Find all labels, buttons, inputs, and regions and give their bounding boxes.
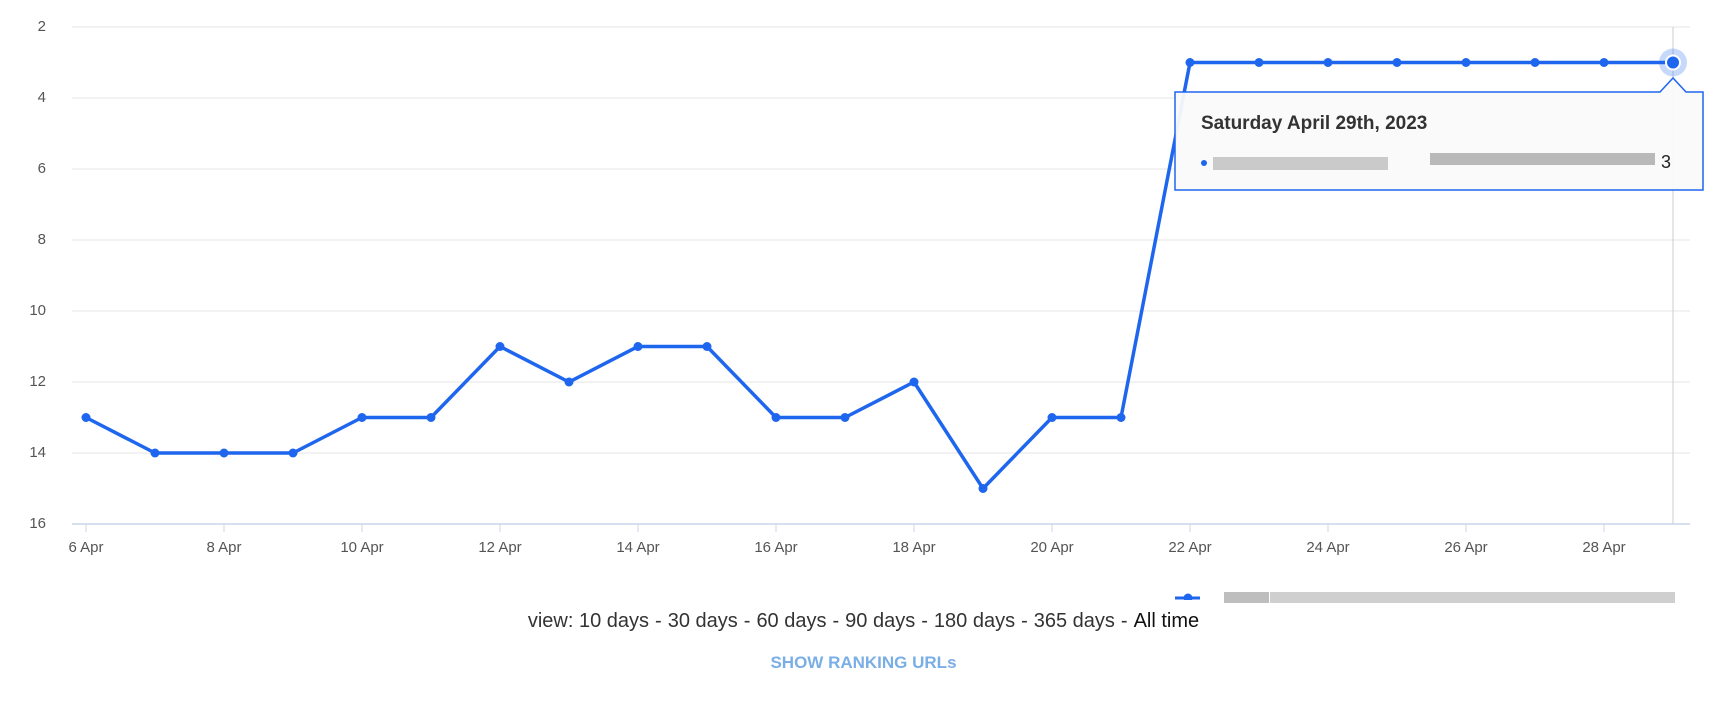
x-tick-label: 14 Apr [616, 539, 659, 556]
data-point [150, 448, 160, 458]
view-option[interactable]: 30 days [667, 610, 738, 632]
y-tick-label: 14 [29, 444, 46, 461]
data-point [633, 342, 643, 351]
data-point [1047, 413, 1057, 422]
view-option[interactable]: 60 days [756, 610, 827, 632]
tooltip: Saturday April 29th, 2023 3 [1174, 76, 1704, 191]
x-tick-label: 26 Apr [1444, 539, 1487, 556]
data-point [840, 413, 850, 422]
data-point [219, 448, 229, 458]
tooltip-title: Saturday April 29th, 2023 [1201, 113, 1427, 134]
data-point [288, 448, 298, 458]
tooltip-marker [1201, 160, 1207, 166]
data-point [564, 377, 574, 387]
separator: - [743, 610, 751, 632]
view-option[interactable]: 180 days [933, 610, 1016, 632]
data-point [1185, 58, 1195, 67]
x-tick-label: 16 Apr [754, 539, 797, 556]
data-point [357, 413, 367, 422]
x-tick-label: 24 Apr [1306, 539, 1349, 556]
tooltip-value: 3 [1661, 152, 1671, 172]
x-tick-label: 20 Apr [1030, 539, 1073, 556]
x-tick-label: 10 Apr [340, 539, 383, 556]
separator: - [832, 610, 840, 632]
separator: - [1120, 610, 1128, 632]
y-tick-label: 8 [38, 231, 46, 248]
data-point [1599, 58, 1609, 67]
data-point [702, 342, 712, 351]
data-point [495, 342, 505, 351]
blurred-text [1224, 592, 1269, 603]
data-point [909, 377, 919, 387]
separator: - [1021, 610, 1028, 632]
data-point [771, 413, 781, 422]
blurred-text [1213, 157, 1388, 170]
blurred-text [1270, 592, 1675, 603]
y-tick-label: 12 [29, 373, 46, 390]
x-tick-label: 22 Apr [1168, 539, 1211, 556]
x-tick-label: 6 Apr [68, 539, 103, 556]
button-row: SHOW RANKING URLs [0, 653, 1727, 673]
data-point [1530, 58, 1540, 67]
y-tick-label: 6 [38, 160, 46, 177]
show-ranking-button[interactable]: SHOW RANKING URLs [770, 653, 957, 672]
data-point [1323, 58, 1333, 67]
data-point [1461, 58, 1471, 67]
hover-point [1665, 54, 1681, 71]
data-point [1392, 58, 1402, 67]
data-point [81, 413, 91, 422]
series-line [85, 60, 1673, 491]
x-tick-label: 18 Apr [892, 539, 935, 556]
view-options: view: 10 days -30 days -60 days -90 days -18… [0, 610, 1727, 633]
data-point [1116, 413, 1126, 422]
data-point [978, 484, 988, 493]
view-option[interactable]: 90 days [845, 610, 916, 632]
y-tick-label: 4 [38, 89, 46, 106]
blurred-text [1430, 153, 1655, 165]
view-label: view: [527, 610, 574, 632]
separator: - [921, 610, 928, 632]
data-point [426, 413, 436, 422]
y-tick-label: 16 [29, 515, 46, 532]
y-tick-label: 2 [38, 18, 46, 35]
y-tick-label: 10 [29, 302, 46, 319]
x-tick-label: 12 Apr [478, 539, 521, 556]
view-option[interactable]: 365 days [1033, 610, 1115, 632]
view-option[interactable]: 10 days [578, 610, 650, 632]
view-option[interactable]: All time [1133, 610, 1200, 632]
separator: - [655, 610, 662, 632]
x-tick-label: 8 Apr [206, 539, 241, 556]
legend-marker [1183, 593, 1193, 600]
x-tick-label: 28 Apr [1582, 539, 1625, 556]
chart: 2 4 6 8 10 12 14 16 6 Apr 8 Apr 10 Apr 12 Apr 14 Apr… [29, 18, 1704, 600]
data-point [1254, 58, 1264, 67]
